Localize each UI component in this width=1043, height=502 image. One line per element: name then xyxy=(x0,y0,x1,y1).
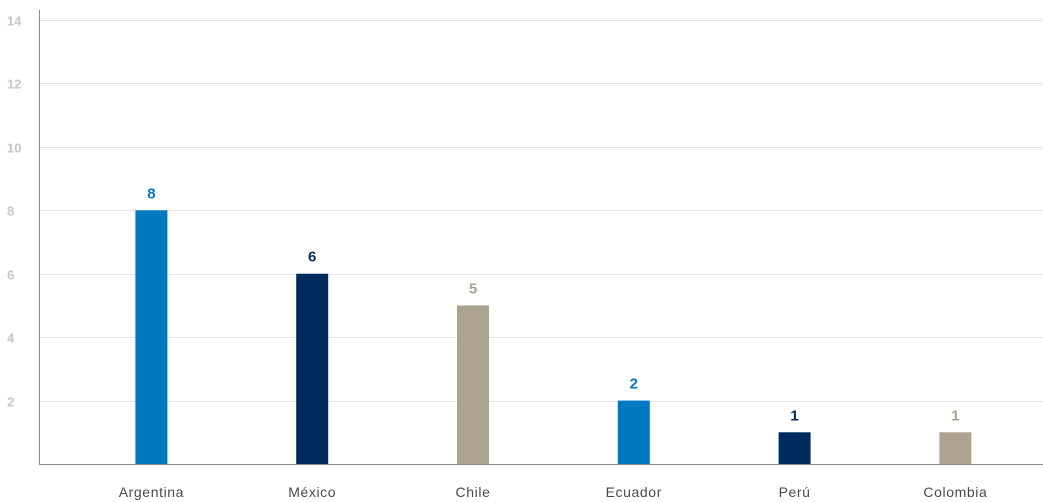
x-category-label: Colombia xyxy=(923,484,987,500)
bar-1 xyxy=(296,273,329,464)
x-axis-category-labels: Argentina México Chile Ecuador Perú Colombia xyxy=(119,484,987,500)
value-label: 1 xyxy=(951,407,959,424)
x-category-label: Perú xyxy=(779,484,811,500)
y-tick-label: 14 xyxy=(7,14,22,29)
y-axis-tick-labels: 2 4 6 8 10 12 14 xyxy=(7,14,22,410)
x-category-label: Ecuador xyxy=(606,484,662,500)
bar-5 xyxy=(939,432,972,464)
x-category-label: Argentina xyxy=(119,484,184,500)
value-label: 6 xyxy=(308,249,316,266)
y-tick-label: 12 xyxy=(7,77,21,92)
value-label: 8 xyxy=(147,185,155,202)
grid-lines xyxy=(39,20,1043,402)
bar-3 xyxy=(617,400,650,464)
value-label: 1 xyxy=(790,407,798,424)
bar-0 xyxy=(135,210,168,464)
x-category-label: Chile xyxy=(456,484,491,500)
y-tick-label: 4 xyxy=(7,331,15,346)
y-tick-label: 10 xyxy=(7,141,21,156)
bar-4 xyxy=(778,432,811,464)
bars xyxy=(135,210,972,464)
y-tick-label: 8 xyxy=(7,204,14,219)
bar-2 xyxy=(457,305,489,464)
value-label: 5 xyxy=(469,280,477,297)
y-tick-label: 6 xyxy=(7,268,14,283)
x-category-label: México xyxy=(288,484,336,500)
value-labels: 8 6 5 2 1 1 xyxy=(147,185,959,424)
y-tick-label: 2 xyxy=(7,395,14,410)
value-label: 2 xyxy=(630,376,638,393)
